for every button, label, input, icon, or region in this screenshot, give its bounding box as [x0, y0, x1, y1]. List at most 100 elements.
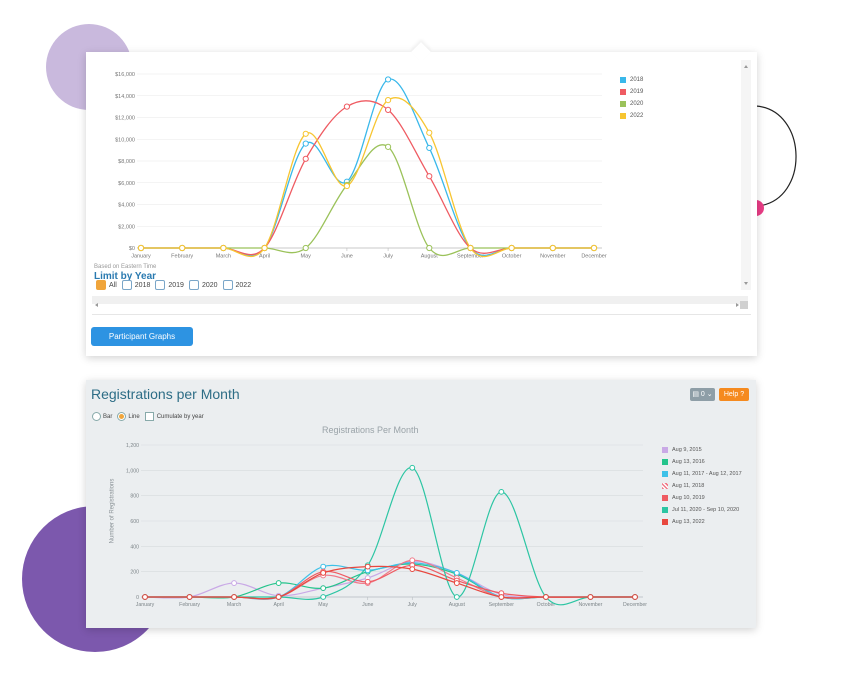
- data-point: [498, 488, 505, 495]
- divider: [92, 314, 751, 315]
- legend-item[interactable]: Aug 13, 2016: [662, 456, 742, 468]
- registrations-legend: Aug 9, 2015 Aug 13, 2016 Aug 11, 2017 - Au…: [662, 444, 742, 528]
- data-point: [384, 143, 392, 150]
- data-point: [186, 594, 193, 600]
- legend-label: 2022: [630, 113, 644, 119]
- limit-by-year-title: Limit by Year: [94, 271, 157, 282]
- year-checkbox-all[interactable]: All: [96, 280, 117, 290]
- legend-label: Aug 10, 2019: [672, 495, 705, 501]
- data-point: [453, 580, 460, 586]
- checkbox[interactable]: [188, 280, 199, 290]
- registrations-line-chart: 0 200 400 600 800 1,000 1,200 January February Ma…: [126, 443, 647, 608]
- y-tick-label: $0: [129, 246, 135, 252]
- data-point: [343, 103, 351, 110]
- legend-item[interactable]: Aug 9, 2015: [662, 444, 742, 456]
- x-tick-label: March: [216, 254, 231, 260]
- data-point: [549, 244, 556, 252]
- x-tick-label: February: [171, 254, 193, 260]
- legend-label: Aug 13, 2022: [672, 519, 705, 525]
- data-point: [632, 594, 638, 600]
- radio-line[interactable]: Line: [117, 412, 140, 421]
- data-point: [231, 580, 237, 586]
- y-tick-label: $2,000: [118, 224, 135, 230]
- chart-title: Registrations Per Month: [322, 425, 419, 435]
- data-point: [261, 244, 268, 252]
- page-title: Registrations per Month: [91, 386, 240, 402]
- legend-item[interactable]: 2018: [620, 74, 643, 86]
- y-tick-label: 1,200: [126, 443, 139, 449]
- year-checkbox-2020[interactable]: 2020: [188, 280, 218, 290]
- revenue-chart-panel: $0 $2,000 $4,000 $6,000 $8,000 $10,000 $12,000…: [86, 42, 757, 356]
- x-tick-label: August: [449, 602, 466, 608]
- data-point: [302, 140, 309, 147]
- checkbox[interactable]: [96, 280, 106, 290]
- timezone-note: Based on Eastern Time: [94, 264, 157, 270]
- legend-item[interactable]: 2020: [620, 98, 643, 110]
- series-line-2: [141, 100, 595, 256]
- legend-label: Aug 9, 2015: [672, 447, 702, 453]
- x-tick-label: April: [273, 602, 283, 608]
- participant-graphs-button[interactable]: Participant Graphs: [91, 327, 193, 346]
- data-point: [426, 129, 433, 136]
- series-line-1: [141, 78, 595, 257]
- legend-item[interactable]: Aug 13, 2022: [662, 516, 742, 528]
- x-tick-label: February: [179, 602, 200, 608]
- data-point: [179, 244, 186, 252]
- radio-bar[interactable]: Bar: [92, 412, 112, 421]
- data-point: [409, 557, 416, 564]
- legend-swatch: [662, 447, 668, 453]
- data-point: [320, 594, 327, 600]
- year-checkbox-2022[interactable]: 2022: [222, 280, 251, 290]
- legend-item[interactable]: Aug 11, 2018: [662, 480, 742, 492]
- data-point: [508, 244, 515, 252]
- checkbox[interactable]: [121, 280, 132, 290]
- year-checkbox-2019[interactable]: 2019: [155, 280, 184, 290]
- x-tick-label: September: [457, 254, 484, 260]
- y-tick-label: $10,000: [115, 137, 135, 143]
- legend-swatch: [620, 101, 626, 107]
- checkbox-label: 2020: [201, 281, 218, 289]
- legend-item[interactable]: Jul 11, 2020 - Sep 10, 2020: [662, 504, 742, 516]
- legend-swatch: [662, 507, 668, 513]
- export-dropdown-button[interactable]: ▤ 0 ⌄: [690, 388, 715, 401]
- y-tick-label: $4,000: [118, 203, 135, 209]
- legend-item[interactable]: 2019: [620, 86, 643, 98]
- cumulate-checkbox[interactable]: Cumulate by year: [144, 412, 204, 421]
- x-tick-label: January: [131, 254, 151, 260]
- data-point: [220, 244, 227, 252]
- vertical-scrollbar[interactable]: [741, 60, 751, 290]
- data-point: [409, 464, 416, 471]
- checkbox[interactable]: [155, 280, 166, 290]
- checkbox-label: All: [109, 281, 117, 289]
- legend-swatch: [662, 459, 668, 465]
- horizontal-scrollbar[interactable]: [92, 296, 748, 309]
- data-point: [275, 594, 282, 600]
- legend-item[interactable]: Aug 11, 2017 - Aug 12, 2017: [662, 468, 742, 480]
- year-checkbox-2018[interactable]: 2018: [121, 280, 150, 290]
- data-point: [426, 173, 433, 180]
- x-tick-label: March: [227, 602, 242, 608]
- x-tick-label: July: [408, 602, 418, 608]
- legend-item[interactable]: 2022: [620, 110, 643, 122]
- y-tick-label: $16,000: [115, 72, 135, 78]
- data-point: [142, 594, 148, 600]
- data-point: [320, 570, 327, 576]
- legend-label: 2019: [630, 89, 644, 95]
- x-tick-label: July: [383, 254, 393, 260]
- legend-item[interactable]: Aug 10, 2019: [662, 492, 742, 504]
- legend-label: 2020: [630, 101, 644, 107]
- series-line-7: [145, 565, 635, 600]
- checkbox[interactable]: [222, 280, 233, 290]
- x-tick-label: April: [259, 254, 270, 260]
- registrations-panel: Registrations per Month ▤ 0 ⌄ Help ? Bar…: [86, 380, 756, 628]
- legend-label: Aug 11, 2017 - Aug 12, 2017: [672, 471, 742, 477]
- legend-swatch: [620, 89, 626, 95]
- data-point: [320, 563, 327, 570]
- help-button[interactable]: Help ?: [719, 388, 749, 401]
- chart-type-options: Bar Line Cumulate by year: [92, 412, 209, 421]
- data-point: [302, 244, 309, 252]
- x-tick-label: June: [362, 602, 373, 608]
- x-tick-label: December: [623, 602, 647, 608]
- checkbox-label: 2019: [168, 281, 184, 289]
- data-point: [384, 96, 392, 104]
